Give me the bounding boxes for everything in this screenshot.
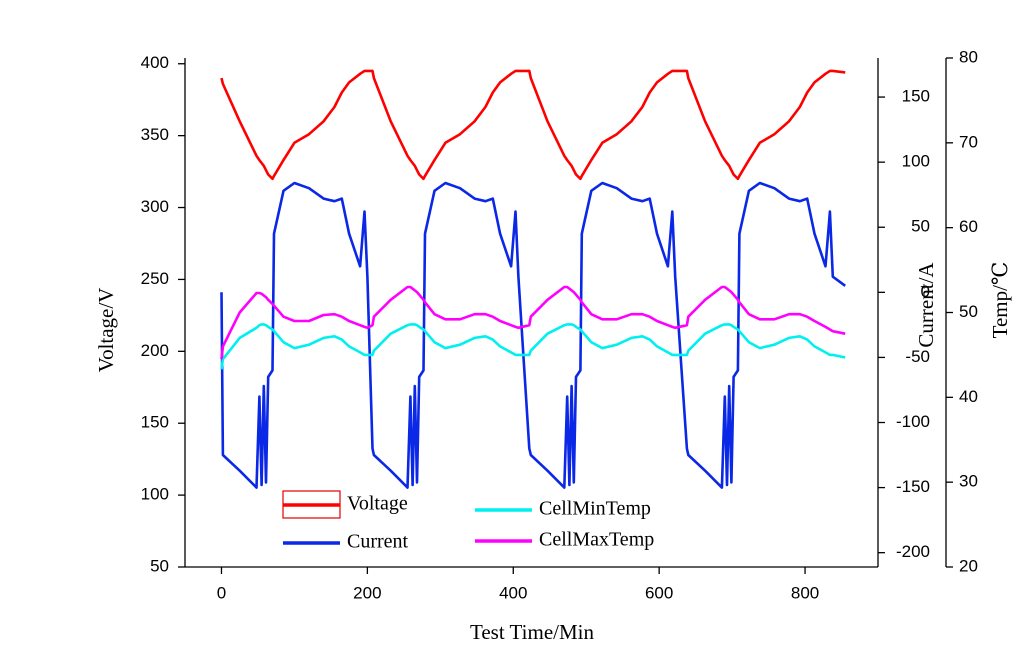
legend-label: CellMinTemp [539, 498, 651, 520]
y2-axis-label: Current/A [914, 262, 938, 348]
y2-tick-label: 100 [902, 152, 930, 171]
y2-tick-label: -50 [905, 347, 930, 366]
y3-tick-label: 40 [959, 387, 978, 406]
series-line [220, 285, 846, 360]
y3-axis-label: Temp/℃ [988, 262, 1012, 339]
y2-tick-label: 0 [921, 282, 930, 301]
y-tick-label: 150 [141, 413, 169, 432]
x-tick-label: 800 [791, 583, 819, 602]
x-tick-label: 200 [353, 583, 381, 602]
series-line [220, 323, 846, 370]
y-tick-label: 100 [141, 485, 169, 504]
y-tick-label: 300 [141, 197, 169, 216]
y-tick-label: 400 [141, 53, 169, 72]
y2-tick-label: 50 [911, 217, 930, 236]
y3-tick-label: 30 [959, 472, 978, 491]
x-tick-label: 0 [217, 583, 226, 602]
y2-tick-label: -100 [896, 412, 930, 431]
y3-tick-label: 20 [959, 556, 978, 575]
y-axis-label: Voltage/V [94, 288, 118, 373]
series-line [220, 69, 846, 181]
y3-tick-label: 70 [959, 132, 978, 151]
y2-tick-label: 150 [902, 87, 930, 106]
legend-label: Current [347, 531, 409, 553]
y3-tick-label: 80 [959, 47, 978, 66]
y-tick-label: 350 [141, 125, 169, 144]
y2-tick-label: -200 [896, 542, 930, 561]
x-tick-label: 600 [645, 583, 673, 602]
y3-tick-label: 50 [959, 302, 978, 321]
legend-label: CellMaxTemp [539, 529, 654, 551]
y-tick-label: 250 [141, 269, 169, 288]
y3-tick-label: 60 [959, 217, 978, 236]
x-tick-label: 400 [499, 583, 527, 602]
legend-label: Voltage [347, 493, 408, 515]
y-tick-label: 50 [150, 556, 169, 575]
series-line [220, 181, 846, 489]
x-axis-label: Test Time/Min [470, 620, 594, 644]
y-tick-label: 200 [141, 341, 169, 360]
y2-tick-label: -150 [896, 477, 930, 496]
